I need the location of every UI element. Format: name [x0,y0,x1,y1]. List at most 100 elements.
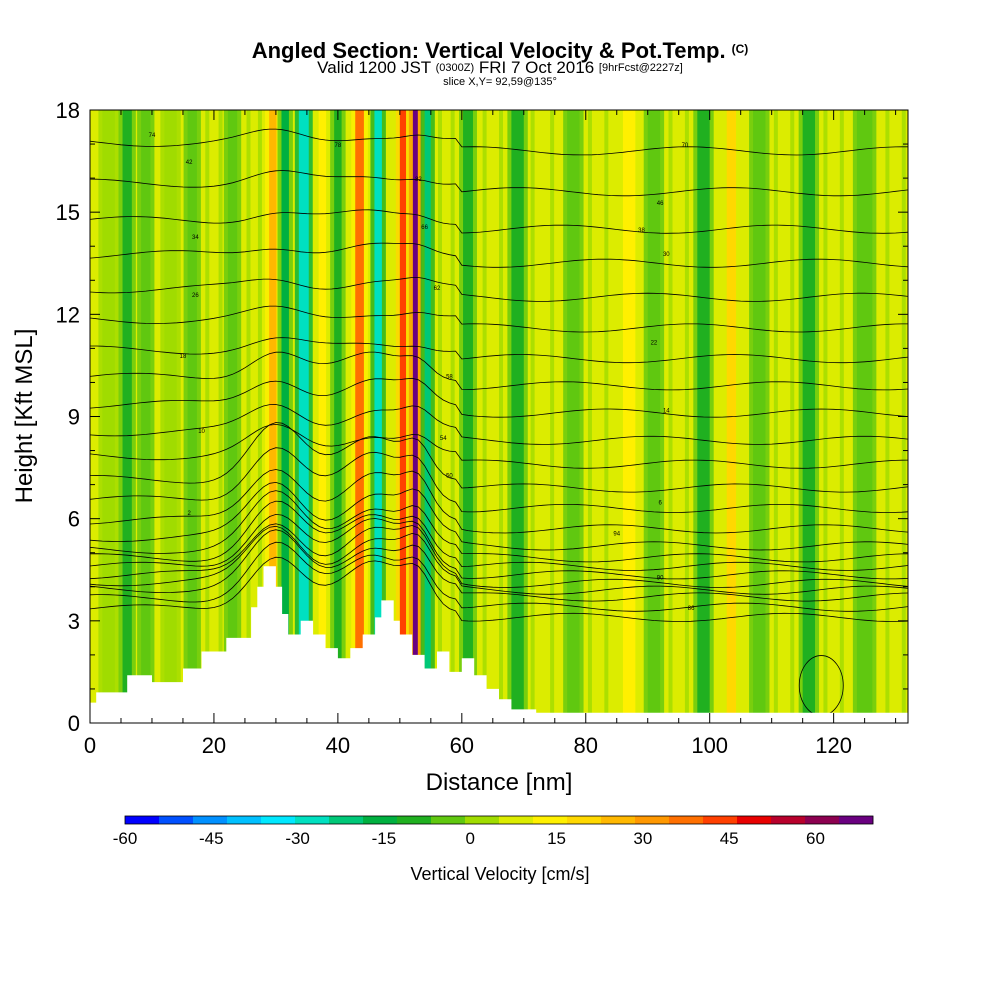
isentrope-line [90,525,908,595]
forecast-tag: [9hrFcst@2227z] [598,62,683,74]
x-axis: 0 20 40 60 80 100 120 [84,110,897,758]
y-tick-label: 18 [56,98,80,123]
isentrope-line [90,447,908,513]
contour-label: 94 [613,531,620,537]
contour-label: 2 [187,511,191,517]
colorbar-swatch [703,816,738,824]
chart-title-text: Angled Section: Vertical Velocity & Pot.… [251,38,726,63]
colorbar-tick-label: -30 [285,829,310,848]
colorbar-tick-label: -60 [113,829,138,848]
velocity-band [164,110,177,723]
contour-label: 6 [658,501,662,507]
colorbar-swatch [227,816,262,824]
terrain-fill [90,566,908,723]
chart-subtitle: Valid 1200 JST (0300Z) FRI 7 Oct 2016 [9… [0,58,1000,78]
velocity-band [269,110,277,723]
contour-label: 58 [446,375,453,381]
valid-time-utc: (0300Z) [435,62,475,74]
colorbar-swatch [295,816,330,824]
terrain-profile [90,566,908,723]
velocity-band [141,110,151,723]
isentrope-line [90,351,908,391]
colorbar-swatch [159,816,194,824]
velocity-band [672,110,685,723]
colorbar-tick-label: 15 [547,829,566,848]
x-axis-label: Distance [nm] [426,769,573,796]
velocity-band [209,110,219,723]
velocity-band [697,110,710,723]
x-tick-label: 60 [450,733,474,758]
colorbar-swatch [397,816,432,824]
colorbar-swatch [771,816,806,824]
isentrope-line [90,500,908,571]
velocity-band [567,110,580,723]
contour-label: 62 [434,286,441,292]
colorbar-swatch [499,816,534,824]
isentrope-line [90,556,908,622]
colorbar-swatch [805,816,840,824]
isentrope-line [90,513,908,580]
y-tick-label: 0 [68,711,80,736]
chart-title-tag: (C) [731,42,749,56]
velocity-band [827,110,840,723]
isentrope-line [90,490,908,563]
contour-label: 18 [180,354,187,360]
contour-label: 34 [192,235,199,241]
x-tick-label: 120 [815,733,852,758]
isentrope-line [90,541,908,612]
contour-label: 66 [421,225,428,231]
colorbar-tick-label: 45 [720,829,739,848]
isentrope-line [90,305,908,333]
velocity-band [250,110,258,723]
isentrope-line [90,422,908,493]
velocity-band [856,110,873,723]
isentrope-line [90,242,908,268]
contour-label: 42 [186,160,193,166]
isentrope-line [90,337,908,364]
isentrope-line [90,209,908,234]
colorbar-swatch [839,816,874,824]
velocity-band [298,110,309,723]
isentrope-line [90,404,908,445]
colorbar-tick-label: -45 [199,829,224,848]
colorbar-swatch [363,816,398,824]
colorbar-frame [124,815,874,825]
isentrope-line [90,481,908,551]
isentrope-line [90,377,908,418]
colorbar-swatch [465,816,500,824]
contour-label: 10 [198,429,205,435]
colorbar-swatch [261,816,296,824]
isentrope-line [90,170,908,197]
isentrope-line [90,469,908,534]
velocity-band [122,110,132,723]
colorbar-tick-label: 60 [806,829,825,848]
colorbar-swatch [635,816,670,824]
velocity-band [753,110,766,723]
y-tick-label: 9 [68,405,80,430]
valid-date: FRI 7 Oct 2016 [478,58,595,77]
isentrope-line [90,423,908,469]
colorbar-swatch [567,816,602,824]
colorbar-swatch [533,816,568,824]
colorbar-swatch [431,816,466,824]
x-tick-label: 80 [574,733,598,758]
contour-label: 86 [688,606,695,612]
velocity-band [777,110,791,723]
colorbar-swatch [601,816,636,824]
isentrope-line [90,529,908,602]
contour-label: 54 [440,436,447,442]
colorbar-label: Vertical Velocity [cm/s] [410,864,589,884]
velocity-field [98,110,906,723]
x-tick-label: 20 [202,733,226,758]
colorbar-tick-label: 30 [633,829,652,848]
velocity-band [318,110,327,723]
velocity-band [374,110,382,723]
y-axis-label: Height [Kft MSL] [11,329,38,504]
x-tick-label: 40 [326,733,350,758]
y-tick-label: 12 [56,302,80,327]
contour-label: 26 [192,293,199,299]
x-tick-label: 0 [84,733,96,758]
velocity-band [399,110,407,723]
y-tick-label: 3 [68,609,80,634]
